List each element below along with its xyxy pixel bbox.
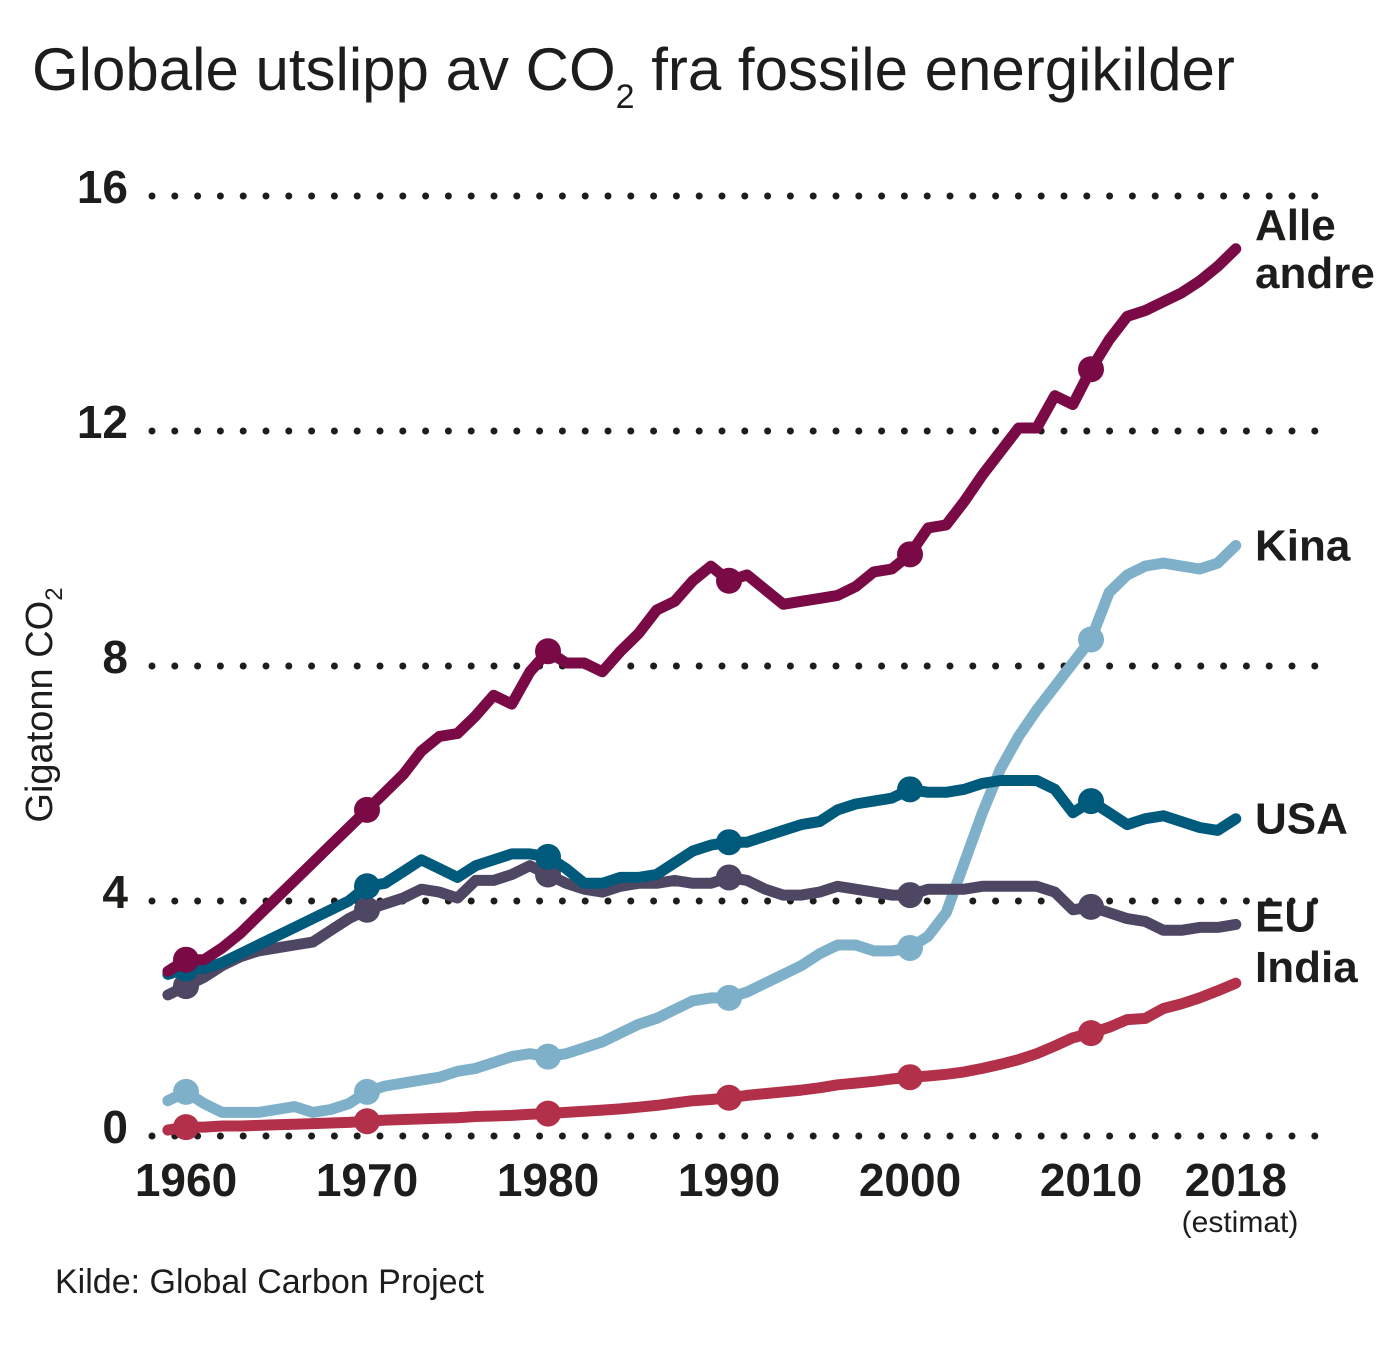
series-label-kina: Kina <box>1255 522 1351 571</box>
series-point-eu-1990 <box>716 864 742 891</box>
series-point-kina-1980 <box>535 1043 561 1070</box>
series-labels: India Kina EU USA Alle andre <box>1255 201 1375 992</box>
series-point-usa-2000 <box>897 776 923 803</box>
series-usa <box>162 775 1242 982</box>
series-point-india-1990 <box>716 1084 742 1111</box>
series-eu <box>162 860 1242 1001</box>
series-line-kina <box>162 540 1242 1118</box>
series-point-india-2000 <box>897 1064 923 1091</box>
series-point-india-2010 <box>1078 1020 1104 1047</box>
series-point-usa-1970 <box>354 873 380 900</box>
series-label-usa: USA <box>1255 795 1348 844</box>
series-point-kina-1960 <box>173 1078 199 1105</box>
y-tick-label-12: 12 <box>77 396 128 448</box>
series-point-alle-andre-1990 <box>716 567 742 594</box>
y-tick-label-8: 8 <box>102 631 128 683</box>
x-axis-ticks: 1960 1970 1980 1990 2000 2010 2018 <box>135 1154 1287 1206</box>
series-point-usa-2010 <box>1078 788 1104 815</box>
chart-title-prefix: Globale utslipp av CO <box>32 36 616 103</box>
series-india <box>162 977 1242 1141</box>
x-tick-label-2018: 2018 <box>1185 1154 1287 1206</box>
series-point-alle-andre-2000 <box>897 541 923 568</box>
y-axis-label: Gigatonn CO2 <box>19 587 68 822</box>
y-tick-label-16: 16 <box>77 161 128 213</box>
series-alle-andre <box>162 243 1242 977</box>
series-point-alle-andre-2010 <box>1078 356 1104 383</box>
x-tick-label-2000: 2000 <box>859 1154 961 1206</box>
x-tick-label-1990: 1990 <box>678 1154 780 1206</box>
y-axis-label-main: Gigatonn CO <box>19 601 61 823</box>
series-lines <box>162 243 1242 1141</box>
chart-title-subscript: 2 <box>616 78 635 116</box>
series-label-india: India <box>1255 943 1358 992</box>
y-axis-ticks: 0 4 8 12 16 <box>77 161 129 1153</box>
series-point-kina-2010 <box>1078 626 1104 653</box>
series-point-india-1970 <box>354 1108 380 1135</box>
chart-title: Globale utslipp av CO2 fra fossile energ… <box>32 36 1235 116</box>
source-note: Kilde: Global Carbon Project <box>55 1263 485 1301</box>
series-point-india-1980 <box>535 1100 561 1127</box>
series-point-alle-andre-1980 <box>535 638 561 665</box>
y-tick-label-0: 0 <box>102 1101 128 1153</box>
series-point-kina-2000 <box>897 934 923 961</box>
series-point-alle-andre-1960 <box>173 946 199 973</box>
series-line-india <box>162 977 1242 1136</box>
series-point-alle-andre-1970 <box>354 796 380 823</box>
series-point-india-1960 <box>173 1114 199 1141</box>
chart-title-suffix: fra fossile energikilder <box>635 36 1235 103</box>
series-label-line-usa-0: USA <box>1255 795 1348 844</box>
series-label-eu: EU <box>1255 892 1316 941</box>
series-label-line-kina-0: Kina <box>1255 522 1351 571</box>
series-label-line-eu-0: EU <box>1255 892 1316 941</box>
series-line-usa <box>162 775 1242 980</box>
x-tick-label-1970: 1970 <box>316 1154 418 1206</box>
series-point-usa-1990 <box>716 829 742 856</box>
series-label-line-india-0: India <box>1255 943 1358 992</box>
series-kina <box>162 540 1242 1118</box>
series-line-eu <box>162 860 1242 1001</box>
series-line-alle-andre <box>162 243 1242 977</box>
series-point-kina-1990 <box>716 984 742 1011</box>
x-tick-label-1980: 1980 <box>497 1154 599 1206</box>
series-point-usa-1980 <box>535 843 561 870</box>
series-point-eu-2010 <box>1078 893 1104 920</box>
series-label-line-alle-andre-0: Alle <box>1255 201 1336 250</box>
x-axis-note: (estimat) <box>1182 1206 1299 1239</box>
series-point-eu-1970 <box>354 896 380 923</box>
series-point-eu-2000 <box>897 882 923 909</box>
y-tick-label-4: 4 <box>102 866 128 918</box>
series-label-line-alle-andre-1: andre <box>1255 249 1375 298</box>
series-label-alle-andre: Alle andre <box>1255 201 1375 298</box>
y-axis-label-subscript: 2 <box>41 587 68 600</box>
x-tick-label-2010: 2010 <box>1040 1154 1142 1206</box>
x-tick-label-1960: 1960 <box>135 1154 237 1206</box>
series-point-kina-1970 <box>354 1078 380 1105</box>
